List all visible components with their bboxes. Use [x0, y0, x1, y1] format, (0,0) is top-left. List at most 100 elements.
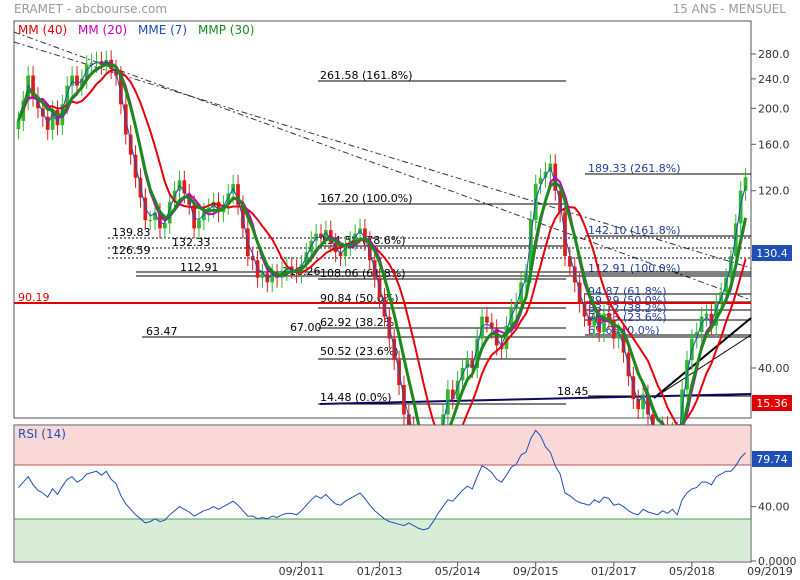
candle-body [167, 201, 172, 224]
candle-body [587, 316, 592, 326]
dotted-levels [108, 237, 751, 259]
low-price-badge [752, 395, 792, 411]
candle-body [148, 220, 153, 222]
candle-body [494, 328, 499, 346]
candle-body [162, 223, 167, 229]
price-tick-label: 120.0 [758, 185, 790, 198]
candle-body [543, 171, 548, 178]
time-tick-label: 01/2013 [357, 565, 403, 578]
candle-body [26, 75, 31, 101]
bottom-trendline [319, 393, 752, 405]
price-tick-label: 280.0 [758, 48, 790, 61]
candle-body [16, 120, 21, 130]
candle-body [743, 177, 748, 191]
fib-right-label: 189.33 (261.8%) [588, 162, 681, 175]
candle-body [582, 302, 587, 317]
fib-right-label: 94.87 (61.8%) [588, 285, 667, 298]
candle-body [538, 177, 543, 185]
candle-body [31, 75, 35, 97]
trendline-upper [13, 31, 752, 301]
ascending-trendline-2 [653, 334, 752, 399]
candle-body [475, 338, 480, 368]
fib-label: 50.52 (23.6%) [320, 345, 399, 358]
fib-label: 14.48 (0.0%) [320, 391, 392, 404]
level-label: 112.91 [180, 261, 219, 274]
rsi-tick-label: 40.00 [758, 501, 790, 514]
candle-body [70, 75, 74, 86]
candle-body [89, 62, 94, 65]
candle-body [568, 256, 572, 267]
candle-body [99, 61, 104, 65]
candle-body [729, 256, 733, 278]
candle-body [528, 220, 533, 274]
candle-body [714, 302, 719, 326]
chart-period: 15 ANS - MENSUEL [673, 2, 787, 16]
candle-body [489, 322, 494, 329]
candle-body [485, 316, 489, 323]
fib-label: 261.58 (161.8%) [320, 69, 413, 82]
fib-label: 62.92 (38.2%) [320, 316, 399, 329]
moving-averages [16, 60, 748, 488]
candle-body [197, 220, 201, 229]
rsi-oversold-zone [15, 519, 750, 561]
time-tick-label: 05/2018 [669, 565, 715, 578]
legend-wma30: MMP (30) [198, 23, 254, 37]
candle-body [158, 212, 162, 229]
candle-body [621, 331, 626, 353]
candle-body [597, 316, 602, 332]
ascending-trendline [653, 317, 752, 399]
candle-body [84, 64, 89, 79]
time-tick-label: 09/2019 [747, 565, 793, 578]
trendline-lower [13, 41, 752, 269]
candle-body [128, 134, 133, 155]
chart-title: ERAMET - abcbourse.com [14, 2, 167, 16]
rsi-axis: 0.0000 40.00 [751, 501, 797, 568]
candle-body [406, 414, 411, 426]
candle-body [319, 233, 323, 238]
legend-ma20: MM (20) [78, 23, 127, 37]
candle-body [75, 75, 79, 86]
time-tick-label: 01/2017 [591, 565, 637, 578]
candle-body [202, 212, 206, 221]
candle-body [694, 331, 699, 339]
level-label: 132.33 [172, 236, 211, 249]
candle-body [363, 228, 367, 241]
rsi-badge [752, 451, 792, 467]
low-price-label: 15.36 [756, 397, 788, 410]
candle-body [607, 313, 611, 320]
candle-body [641, 394, 645, 410]
candle-body [265, 273, 270, 283]
fib-right-label: 83.72 (38.2%) [588, 302, 667, 315]
time-axis: 09/2011 01/2013 05/2014 09/2015 01/2017 05/20… [279, 562, 793, 578]
candle-body [592, 316, 597, 326]
candle-body [80, 78, 84, 86]
candle-body [270, 273, 275, 283]
candle-body [704, 313, 709, 317]
price-tick-label: 160.0 [758, 138, 790, 151]
level-label: 18.45 [557, 385, 589, 398]
candle-body [304, 252, 309, 265]
candle-body [338, 252, 343, 257]
candle-body [324, 230, 328, 238]
level-label: 139.83 [112, 226, 151, 239]
legend-ema7: MME (7) [138, 23, 187, 37]
candle-body [636, 399, 641, 410]
price-tick-label: 40.00 [758, 362, 790, 375]
candle-body [646, 394, 650, 415]
legend-ma40: MM (40) [18, 23, 67, 37]
candle-body [616, 331, 621, 339]
wma30-line [16, 62, 748, 472]
candle-body [226, 193, 231, 205]
candle-body [289, 266, 294, 269]
candle-body [504, 325, 509, 349]
level-label: 67.00 [290, 321, 322, 334]
candle-body [119, 75, 123, 105]
candle-body [450, 389, 455, 400]
candle-body [367, 240, 372, 261]
rsi-value-label: 79.74 [756, 453, 788, 466]
candle-body [216, 201, 221, 213]
rsi-line [18, 429, 746, 531]
